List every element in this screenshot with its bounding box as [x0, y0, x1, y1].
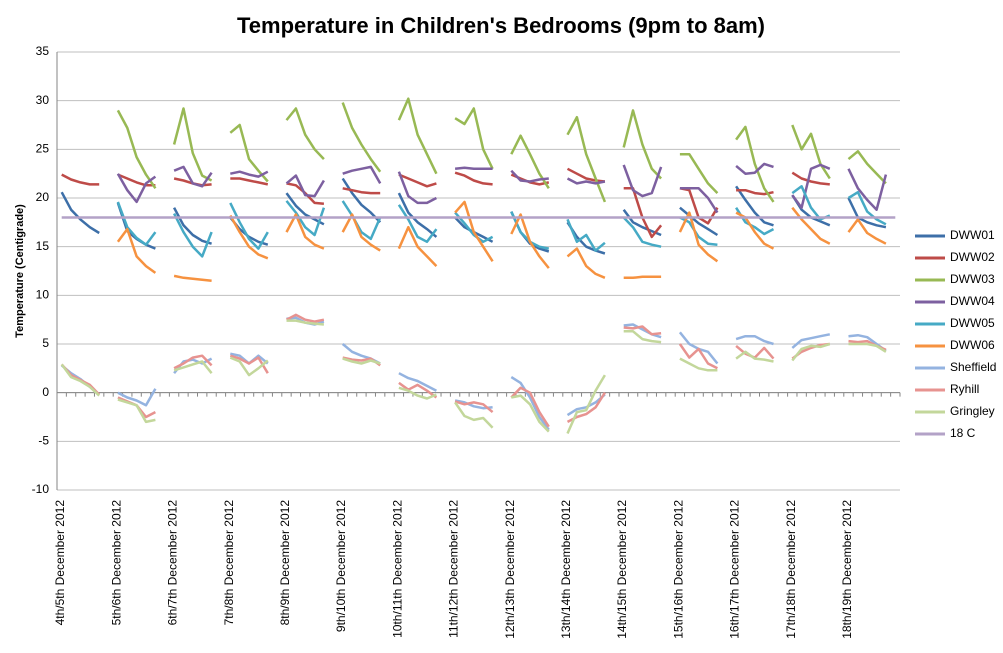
legend-label: Gringley [950, 404, 995, 418]
y-tick-label: 10 [36, 288, 50, 302]
y-tick-label: 30 [36, 93, 50, 107]
x-tick-label: 10th/11th December 2012 [390, 500, 404, 638]
y-tick-label: 5 [42, 336, 49, 350]
series-line [116, 162, 888, 214]
series-line [60, 316, 887, 431]
series-line [116, 97, 887, 203]
x-tick-label: 4th/5th December 2012 [53, 500, 67, 626]
legend-label: Ryhill [950, 382, 979, 396]
x-tick-label: 15th/16th December 2012 [671, 500, 685, 639]
x-tick-label: 9th/10th December 2012 [334, 500, 348, 632]
series-line [61, 167, 830, 239]
chart-title: Temperature in Children's Bedrooms (9pm … [237, 13, 765, 38]
y-tick-label: -5 [38, 434, 49, 448]
y-tick-label: -10 [32, 482, 50, 496]
x-tick-label: 12th/13th December 2012 [503, 500, 517, 639]
x-tick-label: 5th/6th December 2012 [109, 500, 123, 626]
legend-label: DWW04 [950, 294, 995, 308]
legend-label: DWW02 [950, 250, 995, 264]
x-tick-label: 16th/17th December 2012 [728, 500, 742, 639]
legend-label: DWW05 [950, 316, 995, 330]
y-tick-label: 25 [36, 142, 50, 156]
x-tick-label: 7th/8th December 2012 [222, 500, 236, 626]
legend-label: DWW06 [950, 338, 995, 352]
y-tick-label: 15 [36, 239, 50, 253]
y-axis-label: Temperature (Centigrade) [14, 204, 26, 338]
x-tick-label: 14th/15th December 2012 [615, 500, 629, 639]
x-tick-label: 6th/7th December 2012 [166, 500, 180, 626]
series-line [60, 319, 887, 435]
x-tick-label: 13th/14th December 2012 [559, 500, 573, 639]
y-tick-label: 0 [42, 385, 49, 399]
y-tick-label: 20 [36, 190, 50, 204]
legend-label: Sheffield [950, 360, 996, 374]
series-line [60, 313, 887, 428]
legend-label: DWW01 [950, 228, 995, 242]
x-tick-label: 8th/9th December 2012 [278, 500, 292, 626]
x-tick-label: 18th/19th December 2012 [840, 500, 854, 639]
y-tick-label: 35 [36, 44, 50, 58]
x-tick-label: 11th/12th December 2012 [447, 500, 461, 638]
x-tick-label: 17th/18th December 2012 [784, 500, 798, 639]
series-line [116, 200, 887, 282]
legend-label: DWW03 [950, 272, 995, 286]
legend-label: 18 C [950, 426, 976, 440]
